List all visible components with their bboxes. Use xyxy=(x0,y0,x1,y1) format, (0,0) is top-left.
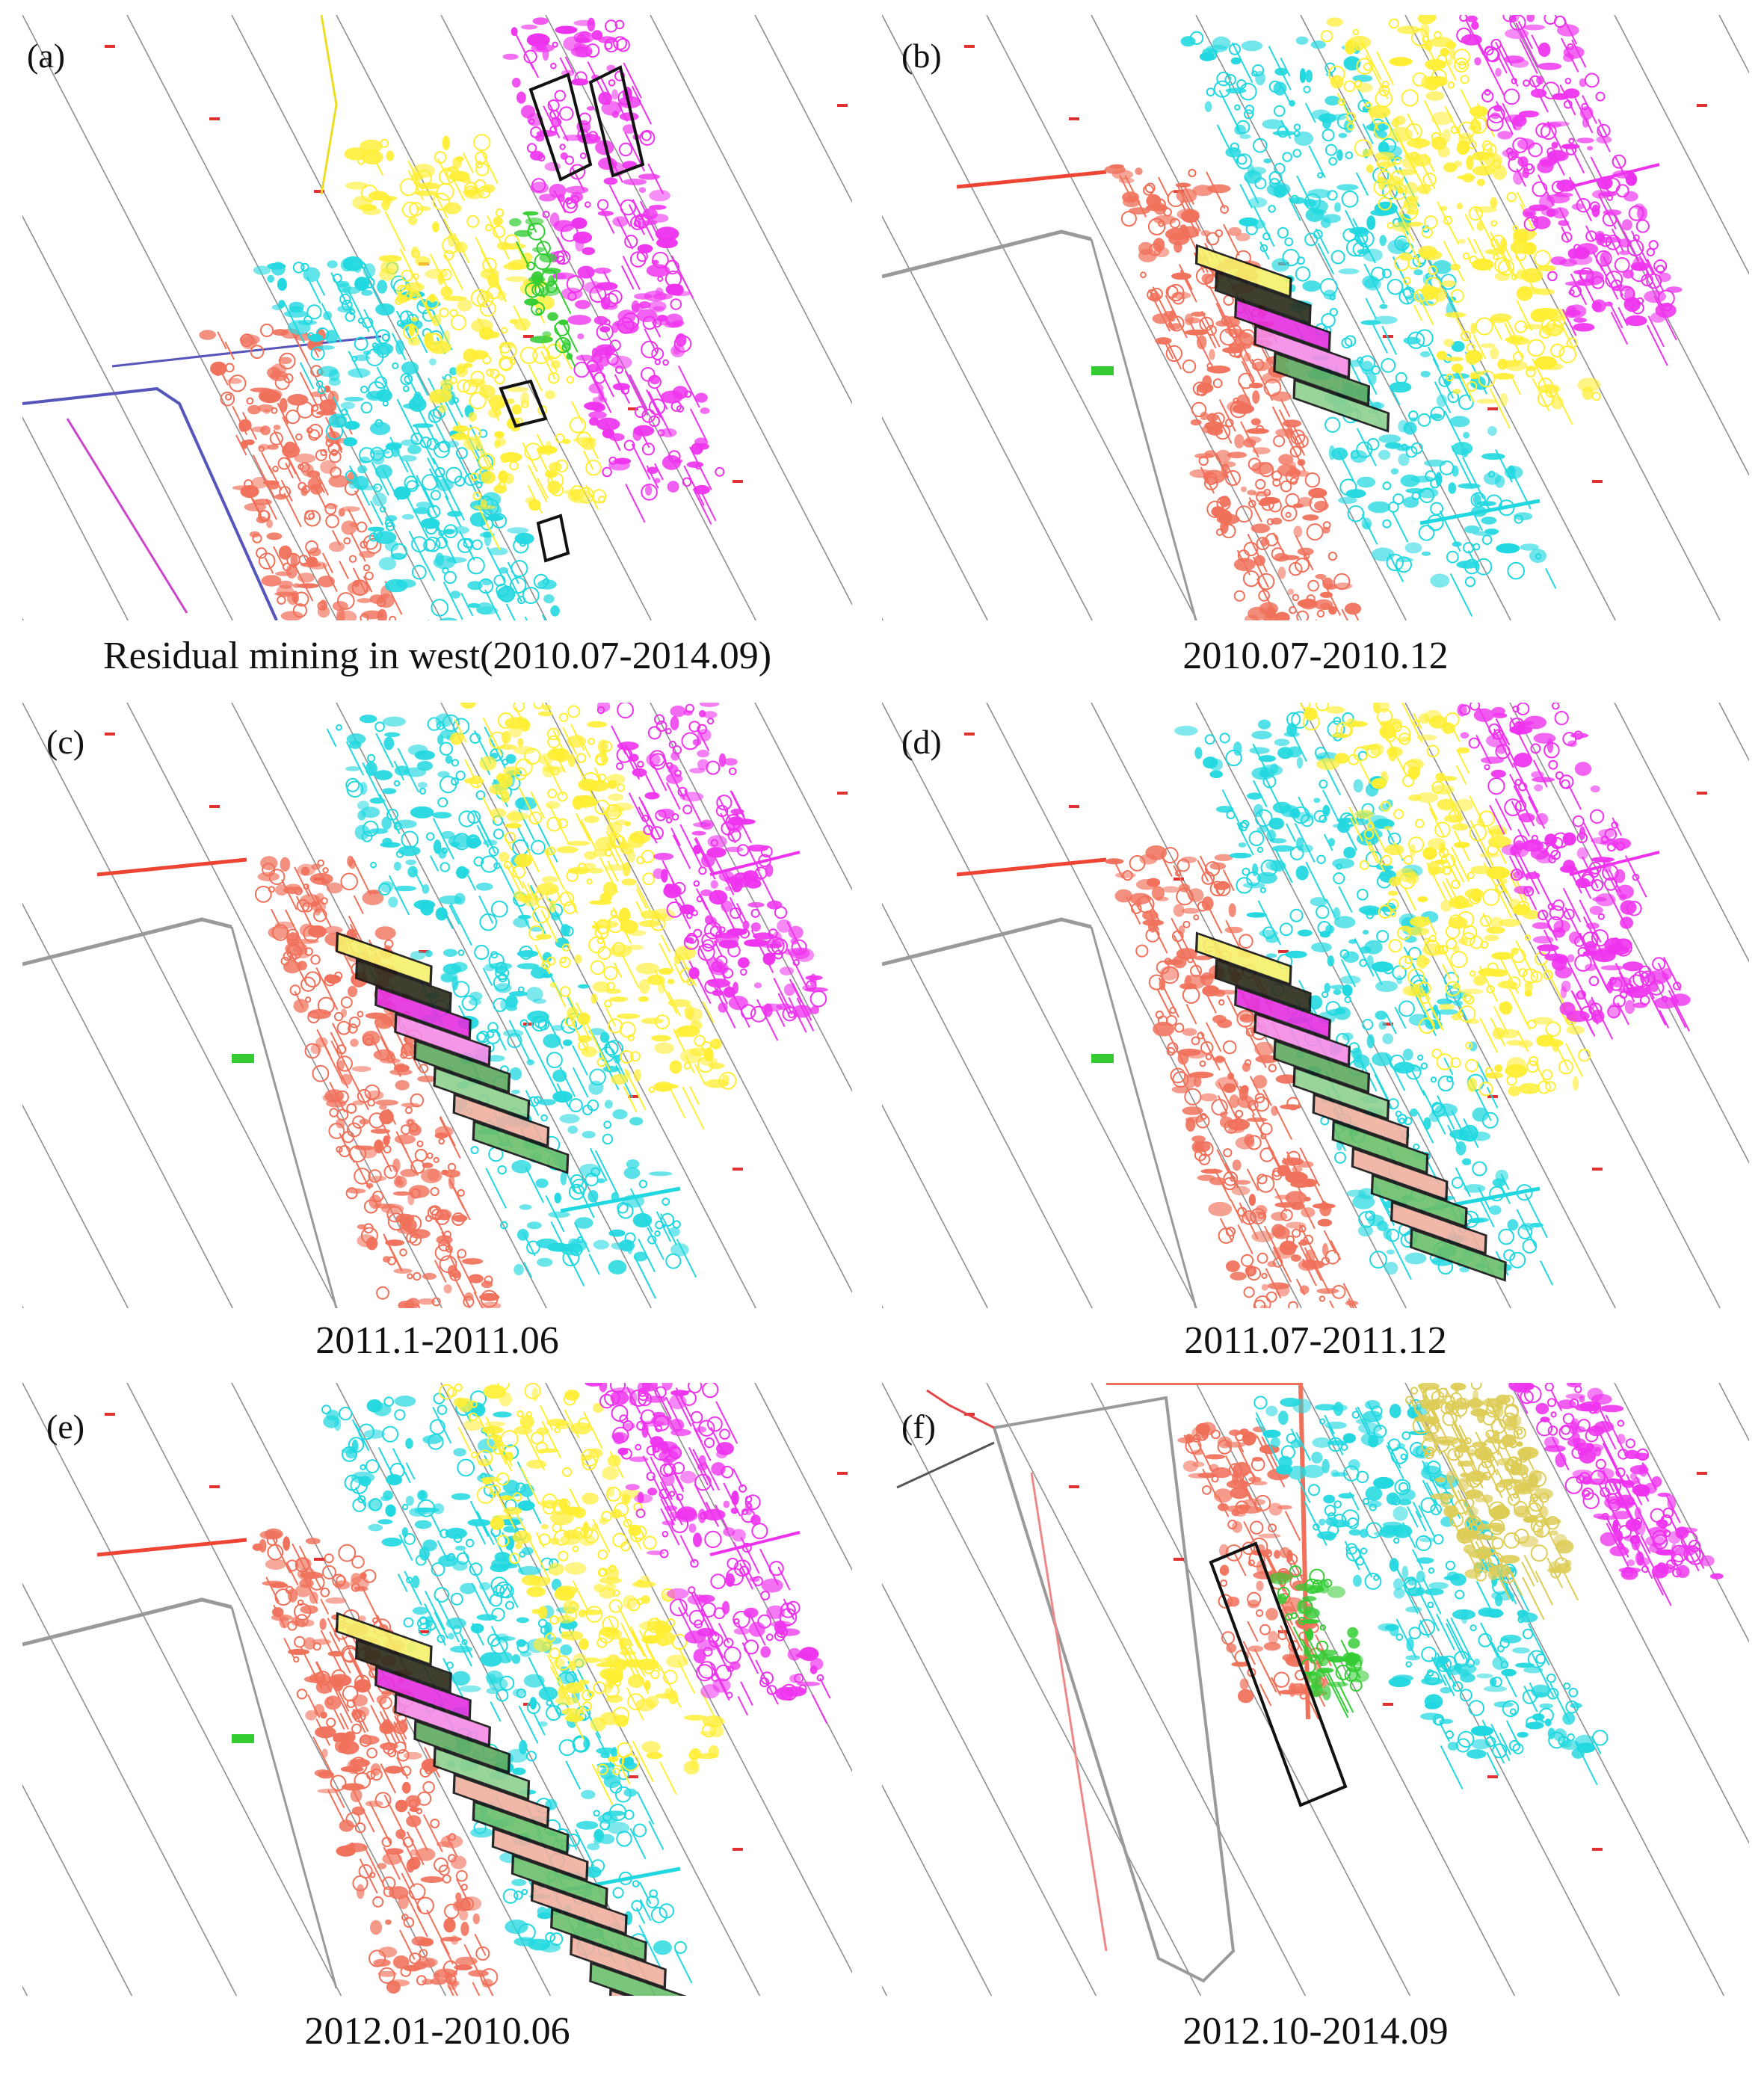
map-b xyxy=(882,15,1749,620)
green-seam-a xyxy=(508,211,579,368)
red-seam-b xyxy=(1104,164,1362,620)
panel-f: (f) xyxy=(882,1383,1749,1996)
panel-caption-d: 2011.07-2011.12 xyxy=(1184,1319,1447,1362)
magenta-seam-d xyxy=(1457,703,1691,1040)
green-seam-f xyxy=(1268,1565,1369,1718)
magenta-roadway-b xyxy=(1569,163,1660,188)
red-roadway-c xyxy=(96,857,247,877)
magenta-seam-f xyxy=(1508,1383,1724,1606)
green-marker-c xyxy=(232,1054,254,1063)
red-roadway-e xyxy=(96,1538,247,1557)
panel-d: (d) xyxy=(882,703,1749,1308)
gray-roadway-b xyxy=(882,229,1092,279)
map-e xyxy=(22,1383,852,1996)
green-marker-d xyxy=(1091,1054,1114,1063)
map-d xyxy=(882,703,1749,1308)
mined-panels-e xyxy=(335,1612,706,1996)
red-seam-d xyxy=(1105,845,1359,1308)
magenta-seam-b xyxy=(1456,15,1683,366)
map-c xyxy=(22,703,852,1308)
magenta-seam-c xyxy=(596,703,828,1041)
panel-letter-a: (a) xyxy=(27,37,66,75)
panel-caption-f: 2012.10-2014.09 xyxy=(1182,2010,1449,2053)
panel-b: (b) xyxy=(882,15,1749,620)
pink-roadway-f xyxy=(1030,1472,1108,1952)
gray-roadway-edge-e xyxy=(230,1606,338,1989)
red-access-f xyxy=(926,1389,995,1429)
panel-e: (e) xyxy=(22,1383,852,1996)
magenta-roadway-d xyxy=(1569,851,1660,876)
gray-roadway-edge-c xyxy=(230,926,338,1308)
yellow-roadway-a xyxy=(320,15,338,195)
cyan-seam-c xyxy=(326,713,697,1299)
map-f xyxy=(882,1383,1749,1996)
cyan-seam-f xyxy=(1253,1396,1609,1789)
outlined-blocks-a xyxy=(499,65,645,563)
red-seam-c xyxy=(254,855,502,1308)
green-marker-e xyxy=(232,1734,254,1743)
pink-roadway-a xyxy=(66,418,188,614)
panel-letter-b: (b) xyxy=(901,37,942,75)
red-roadway-b xyxy=(956,170,1107,189)
red-seam-a xyxy=(199,323,403,620)
blue-roadway-a xyxy=(22,386,278,620)
mined-panels-d xyxy=(1194,931,1507,1282)
panel-letter-d: (d) xyxy=(901,723,942,761)
panel-caption-b: 2010.07-2010.12 xyxy=(1182,635,1449,677)
gray-roadway-e xyxy=(22,1597,232,1647)
magenta-roadway-c xyxy=(709,851,801,876)
cyan-roadway-c xyxy=(560,1186,681,1213)
panel-c: (c) xyxy=(22,703,852,1308)
mining-area-outline-f xyxy=(1209,1541,1348,1807)
gray-roadway-c xyxy=(22,917,232,967)
gray-roadway-edge-b xyxy=(1090,238,1197,620)
grid-lines-b xyxy=(882,15,1749,620)
panel-caption-a: Residual mining in west(2010.07-2014.09) xyxy=(102,635,772,677)
red-roadway-d xyxy=(956,857,1107,877)
panel-caption-c: 2011.1-2011.06 xyxy=(315,1319,559,1362)
magenta-seam-a xyxy=(502,17,725,525)
yellow-seam-b xyxy=(1320,15,1601,429)
map-a xyxy=(22,15,852,620)
gray-boundary-f xyxy=(993,1396,1236,1983)
gray-roadway-edge-d xyxy=(1090,926,1197,1308)
gray-roadway-f xyxy=(896,1441,995,1489)
green-marker-b xyxy=(1091,366,1114,375)
panel-letter-f: (f) xyxy=(901,1408,936,1446)
magenta-roadway-e xyxy=(709,1531,801,1556)
panel-letter-e: (e) xyxy=(46,1408,85,1446)
magenta-seam-e xyxy=(585,1383,831,1724)
yellow-seam-d xyxy=(1300,703,1591,1097)
gray-roadway-d xyxy=(882,917,1092,967)
panel-letter-c: (c) xyxy=(46,723,85,761)
yellow-seam-f xyxy=(1405,1383,1579,1621)
panel-caption-e: 2012.01-2010.06 xyxy=(304,2010,570,2053)
cyan-seam-a xyxy=(253,256,560,620)
yellow-seam-e xyxy=(438,1383,725,1806)
cyan-roadway-b xyxy=(1419,499,1541,525)
mined-panels-b xyxy=(1194,244,1390,433)
red-seam-e xyxy=(252,1528,499,1996)
yellow-seam-c xyxy=(449,703,737,1130)
mined-panels-c xyxy=(335,931,570,1174)
panel-a: (a) xyxy=(22,15,852,620)
